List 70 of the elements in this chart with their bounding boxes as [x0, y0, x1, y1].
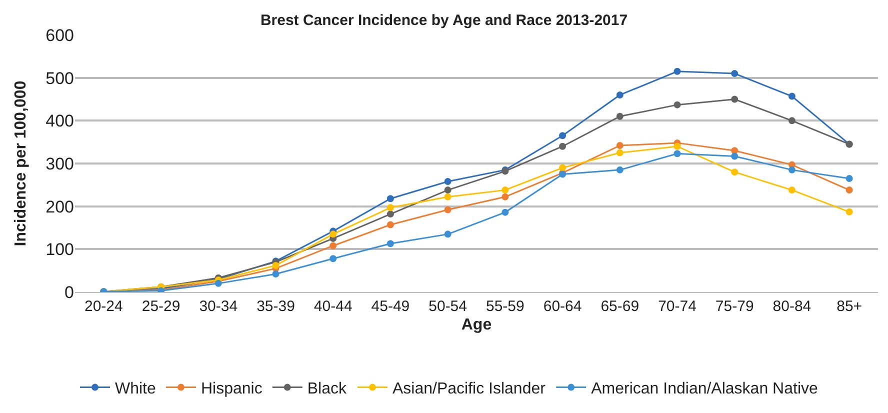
- point: [330, 242, 337, 250]
- point: [559, 164, 566, 172]
- point: [788, 186, 796, 194]
- point: [731, 168, 738, 176]
- point: [444, 206, 452, 214]
- point: [386, 240, 394, 248]
- point: [386, 221, 394, 228]
- point: [788, 117, 796, 124]
- point: [731, 152, 738, 160]
- point: [731, 96, 738, 103]
- legend-label: White: [115, 380, 156, 398]
- point: [502, 186, 509, 194]
- point: [559, 142, 566, 150]
- point: [502, 208, 509, 216]
- point: [386, 210, 394, 218]
- point: [674, 68, 681, 75]
- x-tick-label: 65-69: [600, 298, 640, 315]
- point: [444, 178, 452, 185]
- y-tick-label: 200: [46, 197, 74, 216]
- x-tick-label: 30-34: [199, 298, 238, 315]
- point: [444, 193, 452, 200]
- x-tick-label: 45-49: [371, 298, 410, 315]
- chart-title: Brest Cancer Incidence by Age and Race 2013-2017: [260, 12, 628, 29]
- point: [272, 262, 280, 269]
- y-tick-label: 600: [46, 26, 74, 45]
- point: [616, 142, 624, 150]
- x-axis-title: Age: [461, 316, 492, 334]
- point: [788, 92, 796, 100]
- point: [616, 112, 624, 120]
- y-tick-label: 100: [46, 240, 74, 260]
- point: [444, 230, 452, 238]
- x-tick-label: 70-74: [658, 298, 696, 315]
- point: [846, 186, 853, 194]
- y-tick-label: 400: [46, 112, 74, 131]
- legend-label: Black: [307, 380, 348, 398]
- x-tick-label: 55-59: [486, 298, 524, 315]
- point: [386, 195, 394, 202]
- x-tick-label: 60-64: [543, 298, 582, 315]
- x-tick-label: 85+: [836, 298, 862, 315]
- point: [731, 70, 738, 78]
- point: [846, 174, 853, 182]
- point: [616, 166, 624, 174]
- point: [386, 204, 394, 212]
- point: [846, 208, 853, 216]
- point: [330, 230, 337, 238]
- point: [788, 166, 796, 174]
- y-axis-title: Incidence per 100,000: [12, 80, 30, 246]
- x-tick-label: 50-54: [428, 298, 468, 315]
- x-tick-label: 75-79: [715, 298, 754, 315]
- x-tick-label: 80-84: [772, 298, 812, 315]
- x-tick-label: 40-44: [314, 298, 352, 315]
- point: [559, 132, 566, 140]
- point: [444, 186, 452, 194]
- point: [330, 255, 337, 262]
- legend-label: Asian/Pacific Islander: [392, 380, 546, 398]
- y-tick-label: 300: [46, 154, 74, 174]
- point: [674, 150, 681, 158]
- point: [674, 101, 681, 108]
- x-tick-label: 35-39: [256, 298, 295, 315]
- x-tick-label: 25-29: [142, 298, 180, 315]
- x-tick-label: 20-24: [84, 298, 123, 315]
- legend-label: American Indian/Alaskan Native: [591, 380, 818, 398]
- y-tick-label: 500: [46, 68, 74, 88]
- point: [674, 142, 681, 150]
- y-tick-label: 0: [64, 282, 74, 302]
- point: [616, 91, 624, 98]
- point: [616, 149, 624, 156]
- point: [502, 193, 509, 200]
- point: [272, 270, 280, 278]
- legend-label: Hispanic: [201, 380, 262, 398]
